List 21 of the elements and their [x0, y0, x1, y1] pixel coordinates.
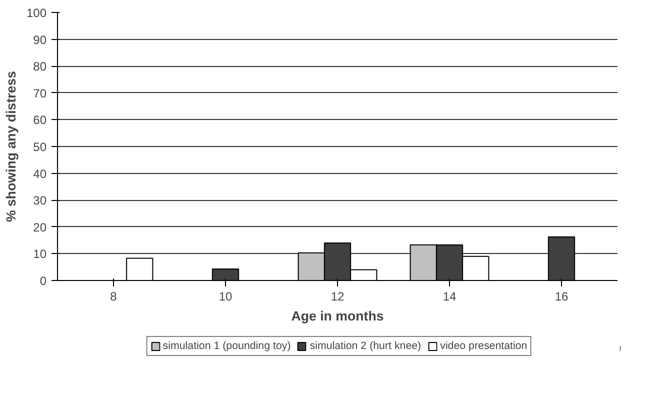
y-tick-label: 50: [33, 140, 47, 154]
y-tick-label: 80: [33, 60, 47, 74]
y-tick-label: 60: [33, 113, 47, 128]
y-tick-label: 70: [33, 86, 47, 100]
y-axis-title: % showing any distress: [3, 70, 18, 222]
legend-label: video presentation: [440, 340, 528, 352]
legend-label: simulation 1 (pounding toy): [162, 340, 291, 352]
y-tick-label: 100: [26, 6, 47, 20]
x-tick-label: 8: [110, 290, 118, 304]
x-tick-label: 12: [330, 290, 344, 304]
y-tick-label: 40: [33, 166, 47, 181]
x-tick-label: 16: [554, 290, 568, 304]
x-tick-label: 10: [218, 290, 232, 304]
y-tick-label: 0: [40, 274, 47, 288]
y-tick-label: 30: [33, 194, 47, 208]
y-tick-label: 10: [33, 247, 47, 262]
legend-label: simulation 2 (hurt knee): [310, 340, 422, 352]
x-axis-title: Age in months: [291, 308, 384, 324]
y-tick-label: 20: [33, 220, 47, 234]
y-tick-label: 90: [33, 32, 47, 47]
x-tick-label: 14: [442, 290, 456, 304]
